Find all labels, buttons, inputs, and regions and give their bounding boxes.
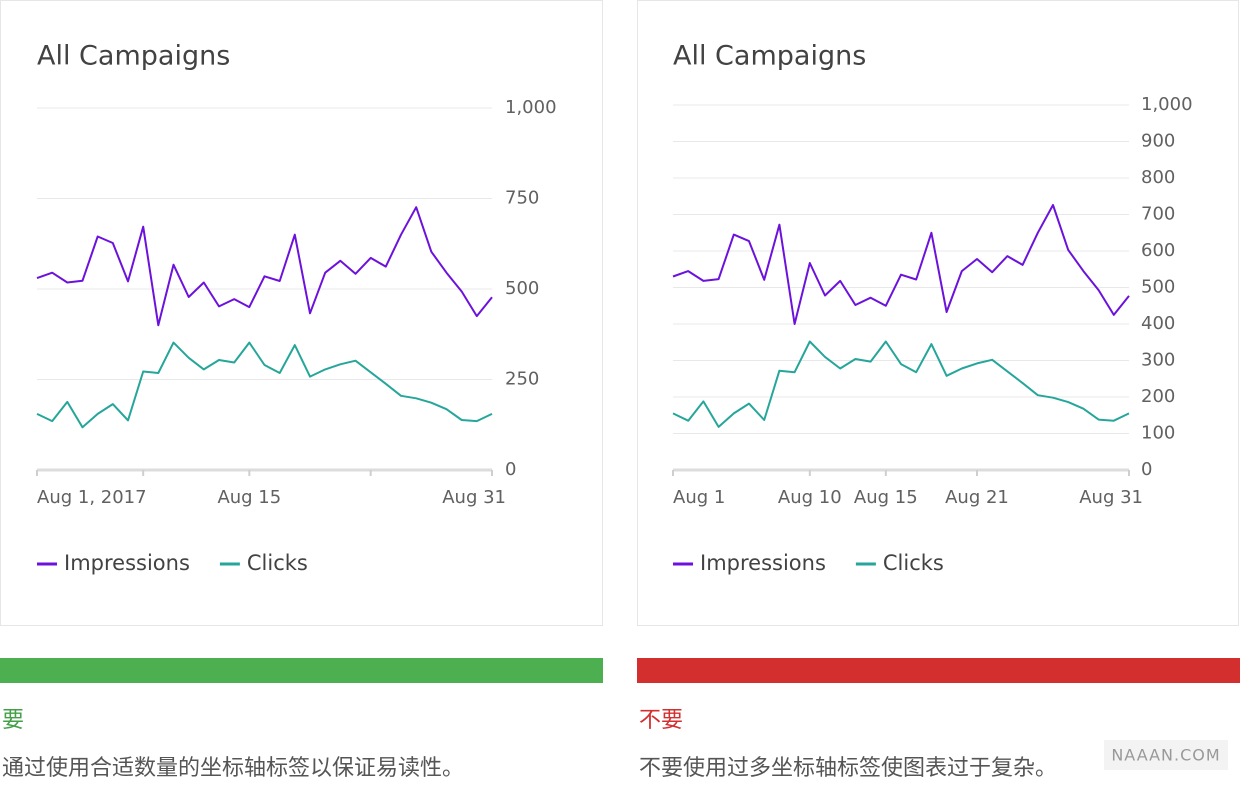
x-tick-label: Aug 15 — [217, 487, 281, 508]
y-tick-label: 400 — [1141, 313, 1175, 334]
dont-text: 不要使用过多坐标轴标签使图表过于复杂。 — [639, 756, 1057, 781]
x-tick-label: Aug 31 — [1079, 487, 1143, 508]
series-line — [672, 340, 1130, 428]
series-line — [672, 204, 1130, 325]
x-tick-label: Aug 31 — [442, 487, 506, 508]
x-tick-label: Aug 21 — [945, 487, 1009, 508]
do-bar — [0, 658, 603, 683]
card — [0, 0, 603, 626]
y-tick-label: 1,000 — [505, 97, 557, 118]
y-tick-label: 600 — [1141, 240, 1175, 261]
do-text: 通过使用合适数量的坐标轴标签以保证易读性。 — [2, 756, 464, 781]
legend-label: Impressions — [64, 551, 190, 575]
x-tick-label: Aug 15 — [854, 487, 918, 508]
x-tick-label: Aug 1, 2017 — [37, 487, 147, 508]
series-line — [36, 341, 493, 429]
x-tick-label: Aug 1 — [673, 487, 725, 508]
series-line — [36, 206, 493, 327]
y-tick-label: 900 — [1141, 131, 1175, 152]
legend-label: Impressions — [700, 551, 826, 575]
legend-label: Clicks — [247, 551, 308, 575]
chart-title: All Campaigns — [37, 41, 230, 72]
do-label: 要 — [2, 708, 24, 733]
dont-label: 不要 — [639, 708, 683, 733]
legend-label: Clicks — [883, 551, 944, 575]
watermark-box — [1104, 740, 1228, 770]
y-tick-label: 300 — [1141, 350, 1175, 371]
y-tick-label: 100 — [1141, 423, 1175, 444]
y-tick-label: 200 — [1141, 386, 1175, 407]
y-tick-label: 750 — [505, 188, 539, 209]
y-tick-label: 0 — [505, 459, 516, 480]
y-tick-label: 800 — [1141, 167, 1175, 188]
watermark: NAAAN.COM — [1111, 746, 1220, 765]
y-tick-label: 700 — [1141, 204, 1175, 225]
y-tick-label: 250 — [505, 369, 539, 390]
dont-bar — [637, 658, 1240, 683]
y-tick-label: 500 — [505, 278, 539, 299]
y-tick-label: 0 — [1141, 459, 1152, 480]
y-tick-label: 1,000 — [1141, 94, 1193, 115]
x-tick-label: Aug 10 — [778, 487, 842, 508]
chart-title: All Campaigns — [673, 41, 866, 72]
y-tick-label: 500 — [1141, 277, 1175, 298]
